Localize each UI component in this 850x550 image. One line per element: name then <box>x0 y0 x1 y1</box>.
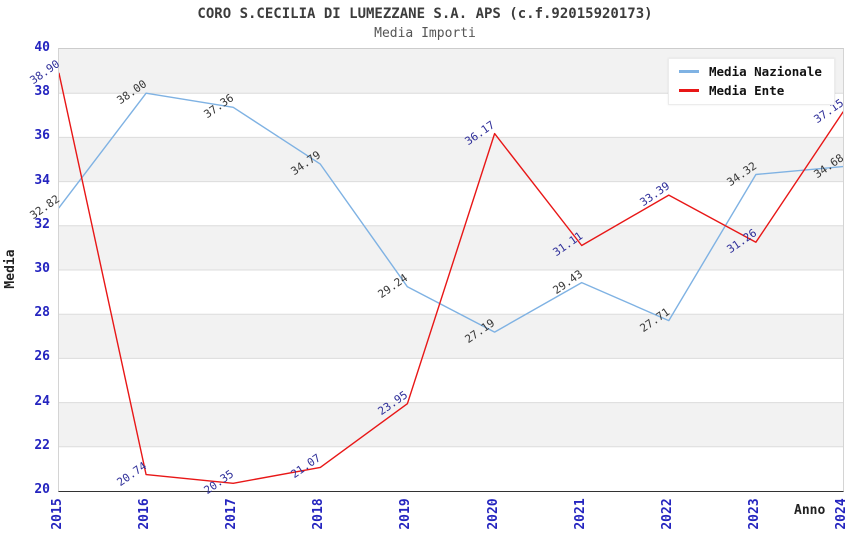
series-line-media-ente <box>59 72 843 484</box>
plot-area: 32.82 38.00 37.36 34.79 29.24 27.19 29.43 27.71… <box>27 48 846 497</box>
legend-item-media-ente: Media Ente <box>679 83 822 98</box>
x-tick-label-2024: 2024 <box>834 498 849 530</box>
y-tick-label-22: 22 <box>34 437 50 453</box>
x-tick-label-2021: 2021 <box>572 498 588 530</box>
y-tick-label-24: 24 <box>34 393 50 409</box>
chart-subtitle: Media Importi <box>374 26 476 41</box>
y-tick-label-28: 28 <box>34 305 50 321</box>
band-stripe <box>59 402 843 447</box>
band-stripe <box>59 314 843 359</box>
media-nazionale-line-swatch-icon <box>679 70 699 73</box>
y-tick-label-40: 40 <box>34 40 50 55</box>
x-tick-label-2016: 2016 <box>137 498 153 530</box>
x-axis-label: Anno <box>794 503 826 518</box>
legend-item-media-nazionale: Media Nazionale <box>679 64 822 79</box>
x-tick-label-2020: 2020 <box>485 498 501 530</box>
legend-label: Media Ente <box>709 83 785 98</box>
x-tick-label-2019: 2019 <box>398 498 414 530</box>
y-tick-label-36: 36 <box>34 128 50 144</box>
band-stripe <box>59 137 843 182</box>
y-tick-label-20: 20 <box>34 482 50 497</box>
y-tick-label-32: 32 <box>34 216 50 232</box>
media-ente-line-swatch-icon <box>679 89 699 92</box>
y-tick-label-34: 34 <box>34 172 50 188</box>
y-tick-label-26: 26 <box>34 349 50 365</box>
plot-canvas <box>59 49 843 484</box>
x-tick-label-2023: 2023 <box>746 498 762 530</box>
x-tick-label-2022: 2022 <box>659 498 675 530</box>
chart-title: CORO S.CECILIA DI LUMEZZANE S.A. APS (c.… <box>197 6 653 22</box>
y-tick-label-38: 38 <box>34 84 50 100</box>
series-line-media-nazionale <box>59 92 843 333</box>
x-tick-label-2017: 2017 <box>224 498 240 530</box>
legend: Media Nazionale Media Ente <box>668 58 835 105</box>
legend-label: Media Nazionale <box>709 64 822 79</box>
x-tick-label-2018: 2018 <box>311 498 327 530</box>
y-tick-label-30: 30 <box>34 261 50 276</box>
x-tick-label-2015: 2015 <box>50 498 65 530</box>
